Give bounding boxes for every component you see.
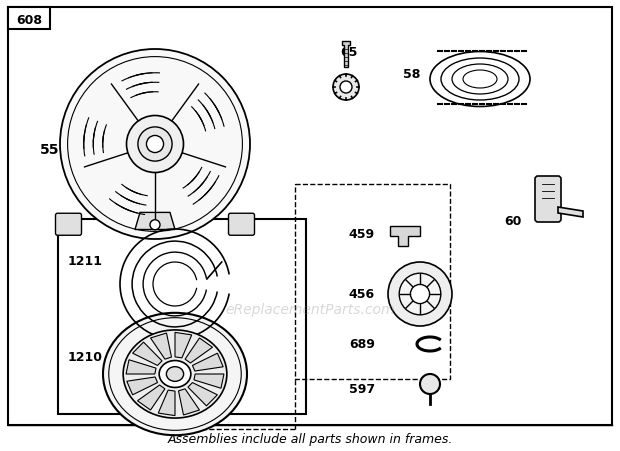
- Text: 1210: 1210: [68, 351, 103, 364]
- Polygon shape: [126, 360, 156, 374]
- Bar: [8, 8, 50, 30]
- Polygon shape: [342, 42, 350, 68]
- Text: 60: 60: [505, 215, 522, 228]
- Text: 592: 592: [332, 81, 358, 94]
- Circle shape: [388, 262, 452, 326]
- Polygon shape: [194, 374, 224, 388]
- Polygon shape: [188, 383, 218, 406]
- Text: Assemblies include all parts shown in frames.: Assemblies include all parts shown in fr…: [167, 433, 453, 446]
- Circle shape: [146, 136, 164, 153]
- Circle shape: [420, 374, 440, 394]
- Text: 689: 689: [349, 338, 375, 351]
- Polygon shape: [126, 377, 157, 395]
- Text: eReplacementParts.com: eReplacementParts.com: [225, 302, 395, 316]
- FancyBboxPatch shape: [535, 177, 561, 222]
- Polygon shape: [135, 213, 175, 230]
- Ellipse shape: [166, 367, 184, 382]
- Polygon shape: [558, 207, 583, 217]
- Text: 55: 55: [40, 143, 60, 156]
- Polygon shape: [175, 333, 192, 358]
- Polygon shape: [158, 390, 175, 416]
- Text: 456: 456: [349, 288, 375, 301]
- Text: 459: 459: [349, 228, 375, 241]
- Text: 1211: 1211: [68, 255, 103, 268]
- Circle shape: [138, 128, 172, 162]
- Polygon shape: [133, 342, 162, 366]
- Ellipse shape: [103, 313, 247, 435]
- Circle shape: [126, 116, 184, 173]
- Bar: [295, 184, 450, 379]
- Polygon shape: [179, 389, 200, 415]
- Polygon shape: [151, 333, 172, 359]
- Polygon shape: [138, 385, 165, 410]
- Ellipse shape: [159, 361, 191, 387]
- Circle shape: [333, 75, 359, 101]
- Circle shape: [410, 285, 430, 304]
- Circle shape: [399, 274, 441, 315]
- Ellipse shape: [123, 330, 227, 418]
- Polygon shape: [390, 226, 420, 246]
- Circle shape: [60, 50, 250, 239]
- FancyBboxPatch shape: [229, 214, 254, 236]
- Text: 58: 58: [402, 69, 420, 81]
- Polygon shape: [192, 354, 223, 371]
- FancyBboxPatch shape: [56, 214, 81, 236]
- Text: 65: 65: [340, 46, 358, 58]
- Text: 608: 608: [16, 14, 42, 27]
- Circle shape: [150, 220, 160, 230]
- Bar: [58, 220, 306, 414]
- Circle shape: [340, 82, 352, 94]
- Polygon shape: [185, 338, 213, 363]
- Text: 597: 597: [349, 382, 375, 396]
